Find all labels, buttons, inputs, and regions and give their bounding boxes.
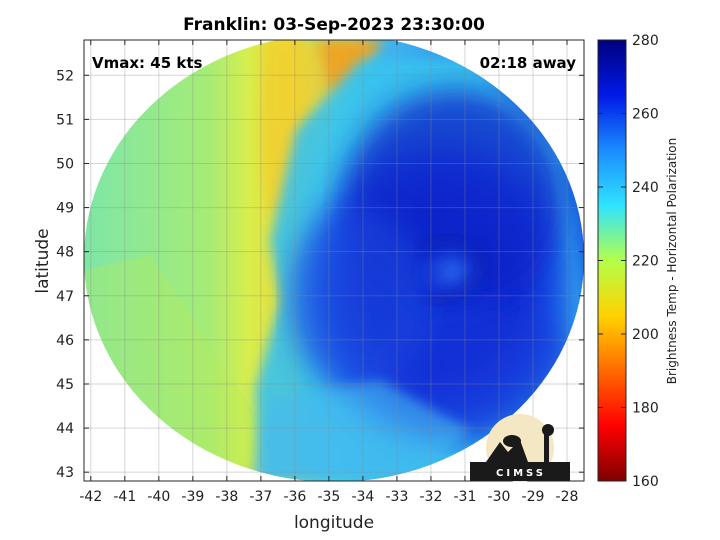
x-tick-label: -41 [113,489,136,505]
x-tick-label: -30 [488,489,511,505]
y-tick-label: 48 [56,245,74,261]
time-away-annotation: 02:18 away [480,54,577,72]
x-tick-label: -31 [454,489,477,505]
x-axis-label: longitude [294,513,374,533]
x-tick-label: -42 [79,489,102,505]
x-tick-label: -38 [215,489,238,505]
microwave-swath-image [84,40,584,481]
y-tick-label: 44 [56,421,74,437]
colorbar-tick-label: 240 [632,180,659,196]
colorbar: 160 180 200 220 240 260 280 Brightness Temp - … [597,33,679,490]
x-tick-label: -34 [351,489,374,505]
y-tick-label: 51 [56,112,74,128]
plot-frame [83,39,585,482]
y-axis-label: latitude [33,228,53,293]
colorbar-tick-label: 220 [632,254,659,270]
y-tick-label: 46 [56,333,74,349]
x-tick-label: -37 [249,489,272,505]
y-tick-label: 52 [56,68,74,84]
x-tick-label: -33 [385,489,408,505]
grid-lines [84,40,584,481]
y-axis: 43 44 45 46 47 48 49 50 51 52 [56,68,584,481]
y-tick-label: 43 [56,465,74,481]
x-tick-label: -40 [147,489,170,505]
x-tick-label: -36 [283,489,306,505]
x-tick-label: -39 [181,489,204,505]
colorbar-tick-label: 260 [632,107,659,123]
colorbar-ticks: 160 180 200 220 240 260 280 [598,33,659,490]
x-tick-label: -32 [420,489,443,505]
y-tick-label: 49 [56,201,74,217]
plot-area [84,40,584,481]
x-tick-label: -35 [317,489,340,505]
chart-title: Franklin: 03-Sep-2023 23:30:00 [183,15,485,35]
colorbar-tick-label: 280 [632,33,659,49]
cimss-logo: CIMSS [470,414,570,482]
x-axis: -42 -41 -40 -39 -38 -37 -36 -35 -34 -33 -32 -31 -30-… [79,40,578,505]
y-tick-label: 50 [56,156,74,172]
y-tick-label: 47 [56,289,74,305]
x-tick-label: -29 [522,489,545,505]
colorbar-label: Brightness Temp - Horizontal Polarizatio… [665,138,679,385]
colorbar-tick-label: 200 [632,327,659,343]
vmax-annotation: Vmax: 45 kts [92,54,202,72]
colorbar-tick-label: 180 [632,401,659,417]
x-tick-label: -28 [556,489,579,505]
logo-text: CIMSS [496,468,546,479]
colorbar-tick-label: 160 [632,474,659,490]
y-tick-label: 45 [56,377,74,393]
